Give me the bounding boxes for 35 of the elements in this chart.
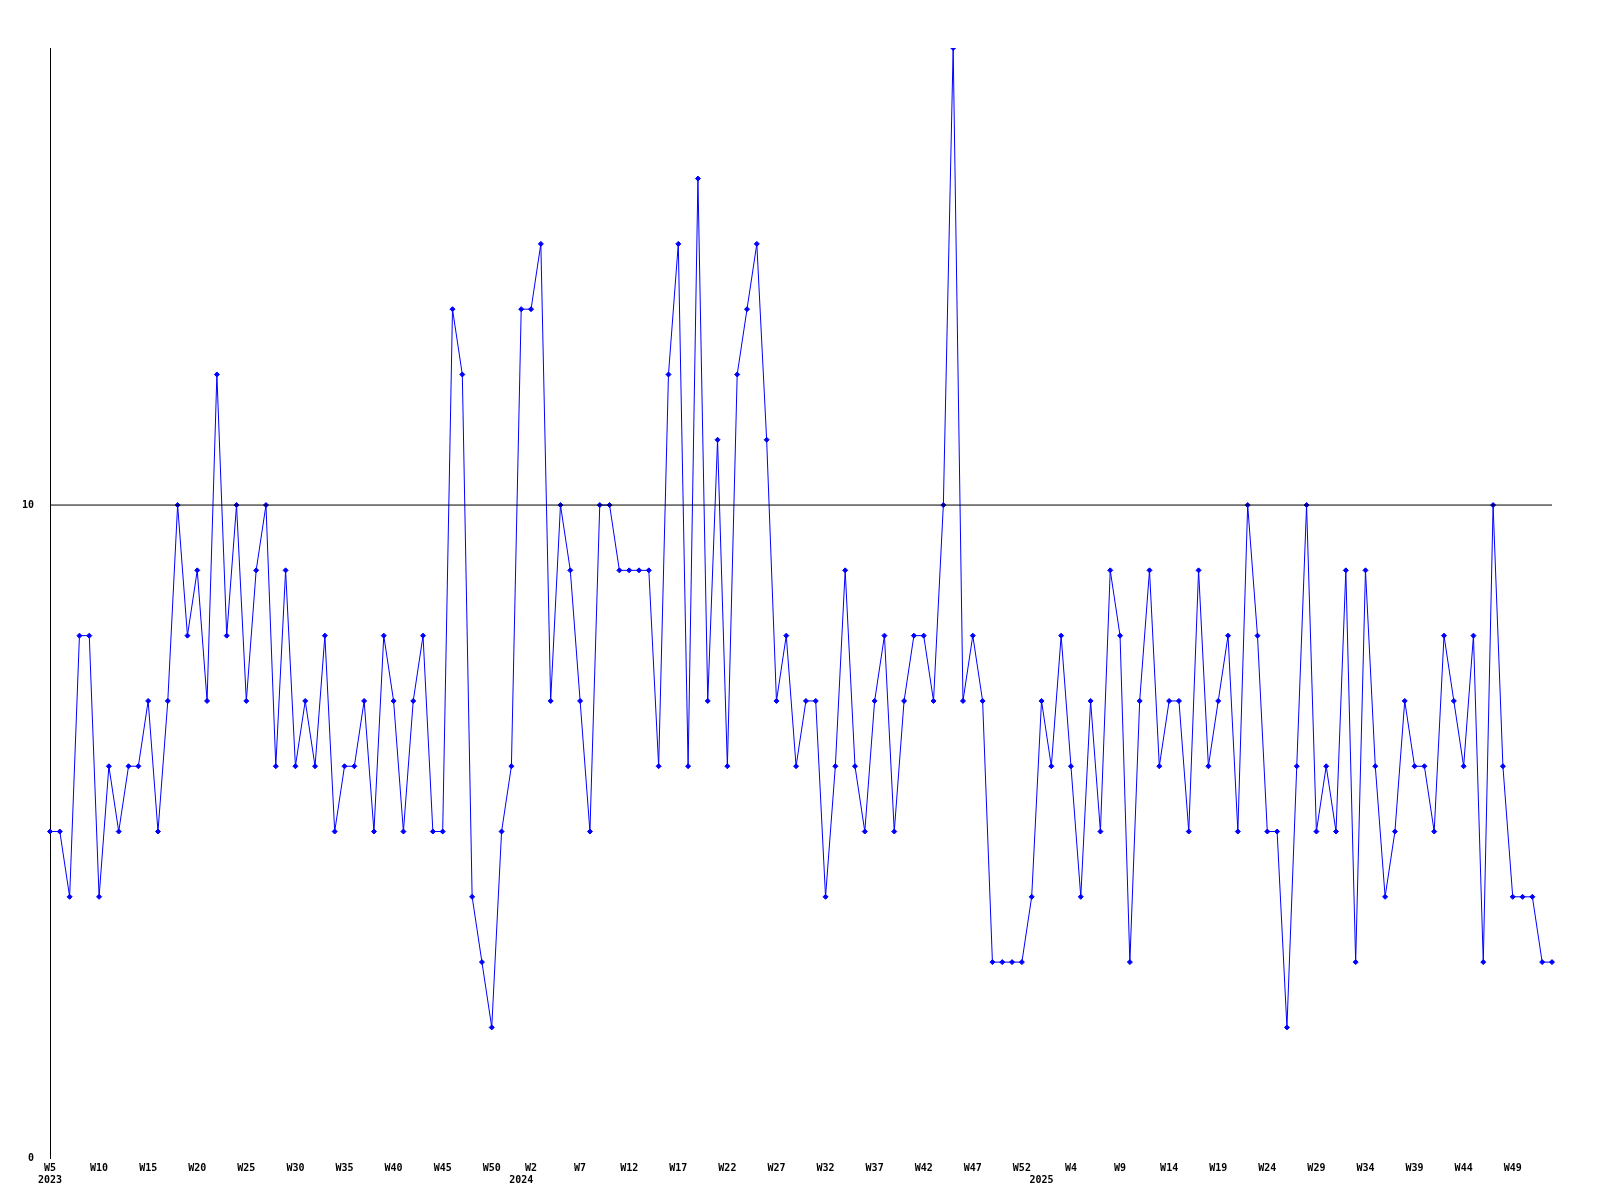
x-tick-label: W35 [335, 1161, 354, 1173]
x-tick-label: W22 [718, 1161, 737, 1173]
x-tick-label: W7 [574, 1161, 587, 1173]
x-tick-label: W49 [1503, 1161, 1522, 1173]
x-tick-label: W47 [963, 1161, 982, 1173]
x-tick-label: W40 [384, 1161, 403, 1173]
x-tick-label: W27 [767, 1161, 786, 1173]
x-tick-label: W12 [620, 1161, 639, 1173]
x-tick-label: W25 [237, 1161, 256, 1173]
x-tick-label: W42 [914, 1161, 933, 1173]
x-tick-label: W5 2023 [37, 1161, 63, 1185]
x-tick-label: W2 [525, 1161, 538, 1173]
x-tick-label: W14 [1160, 1161, 1179, 1173]
x-tick-label: W37 [865, 1161, 884, 1173]
x-tick-label: W52 [1012, 1161, 1031, 1173]
x-tick-label: W29 [1307, 1161, 1326, 1173]
x-tick-label: W9 [1114, 1161, 1127, 1173]
x-tick-label: W45 [433, 1161, 452, 1173]
x-tick-label: W32 [816, 1161, 835, 1173]
x-tick-label: W10 [90, 1161, 109, 1173]
x-tick-label: 2025 [1029, 1173, 1054, 1185]
x-tick-label: 2024 [509, 1173, 534, 1185]
x-tick-label: W34 [1356, 1161, 1375, 1173]
x-tick-label: W15 [139, 1161, 158, 1173]
x-tick-label: W30 [286, 1161, 305, 1173]
y-tick-label: 10 [21, 498, 34, 510]
x-tick-label: W50 [482, 1161, 501, 1173]
x-tick-label: W17 [669, 1161, 688, 1173]
x-tick-label: W20 [188, 1161, 207, 1173]
x-tick-label: W44 [1454, 1161, 1473, 1173]
y-tick-label: 0 [27, 1151, 34, 1163]
x-tick-label: W19 [1209, 1161, 1228, 1173]
x-tick-label: W4 [1064, 1161, 1077, 1173]
x-tick-label: W24 [1258, 1161, 1277, 1173]
x-tick-label: W39 [1405, 1161, 1424, 1173]
